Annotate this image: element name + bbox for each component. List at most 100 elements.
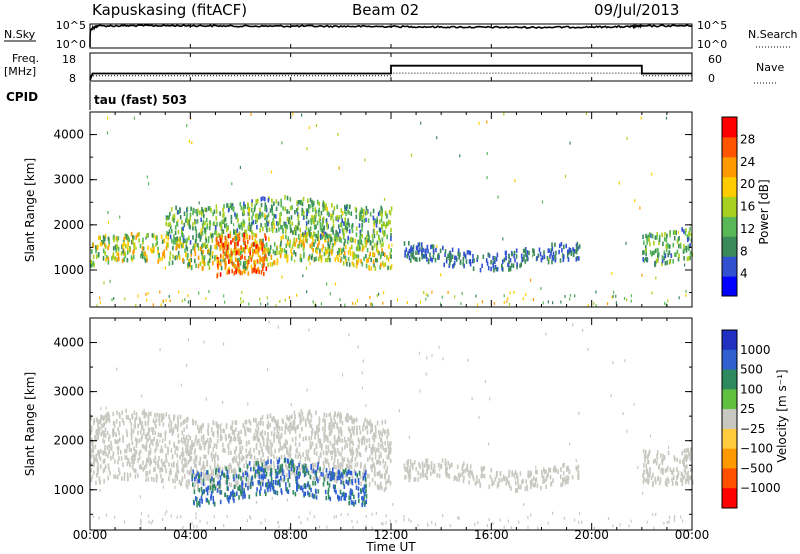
echo-cell <box>333 422 335 427</box>
echo-cell <box>174 478 176 484</box>
echo-cell <box>234 257 237 262</box>
echo-cell <box>189 452 191 457</box>
echo-cell <box>357 478 360 483</box>
echo-cell <box>387 478 390 483</box>
echo-cell <box>381 237 384 242</box>
echo-cell <box>263 244 266 249</box>
echo-cell <box>318 416 321 421</box>
echo-cell <box>241 482 243 487</box>
echo-cell <box>246 233 248 239</box>
echo-cell <box>306 238 308 244</box>
echo-cell <box>478 478 480 484</box>
echo-cell <box>389 265 392 271</box>
echo-cell <box>280 236 283 241</box>
echo-cell <box>209 474 211 479</box>
echo-cell <box>220 490 223 495</box>
echo-cell <box>374 447 376 452</box>
echo-cell <box>308 204 310 209</box>
echo-cell <box>272 220 274 225</box>
echo-cell <box>334 419 336 424</box>
echo-cell <box>163 460 166 465</box>
echo-cell <box>438 345 440 349</box>
echo-cell <box>131 415 134 420</box>
echo-cell <box>312 494 315 499</box>
echo-cell <box>220 259 222 264</box>
echo-cell <box>353 425 356 431</box>
echo-cell <box>474 522 476 526</box>
echo-cell <box>302 416 305 421</box>
echo-cell <box>191 440 193 445</box>
echo-cell <box>289 415 291 420</box>
echo-cell <box>141 421 143 426</box>
echo-cell <box>299 253 302 259</box>
echo-cell <box>107 453 109 459</box>
echo-cell <box>310 435 313 441</box>
echo-cell <box>286 239 289 244</box>
echo-cell <box>265 207 268 213</box>
echo-cell <box>220 253 222 259</box>
echo-cell <box>249 420 252 426</box>
echo-cell <box>233 436 235 442</box>
echo-cell <box>267 479 270 484</box>
echo-cell <box>197 255 200 261</box>
echo-cell <box>271 416 273 422</box>
echo-cell <box>661 258 664 264</box>
echo-cell <box>162 422 165 427</box>
echo-cell <box>683 457 685 462</box>
echo-cell <box>258 247 260 252</box>
power-colorbar-label: Power [dB] <box>757 179 771 244</box>
nsky-label: N.Sky <box>4 28 36 41</box>
echo-cell <box>392 503 394 507</box>
echo-cell <box>417 242 420 248</box>
echo-cell <box>523 254 525 259</box>
echo-cell <box>213 209 216 214</box>
echo-cell <box>668 445 670 449</box>
echo-cell <box>273 224 276 229</box>
echo-cell <box>232 250 234 255</box>
echo-cell <box>499 470 502 476</box>
echo-cell <box>318 438 320 444</box>
echo-cell <box>578 511 581 515</box>
echo-cell <box>607 302 609 306</box>
echo-cell <box>285 462 287 468</box>
echo-cell <box>148 427 151 432</box>
echo-cell <box>427 294 429 298</box>
echo-cell <box>292 241 295 246</box>
echo-cell <box>245 259 248 264</box>
echo-cell <box>321 255 323 260</box>
echo-cell <box>134 474 137 479</box>
echo-cell <box>183 222 186 228</box>
velocity-ylabel: Slant Range [km] <box>23 372 37 476</box>
echo-cell <box>445 470 447 476</box>
echo-cell <box>230 464 232 470</box>
echo-cell <box>682 475 684 480</box>
echo-cell <box>411 465 414 471</box>
echo-cell <box>126 250 129 255</box>
echo-cell <box>103 467 106 472</box>
echo-cell <box>619 523 621 527</box>
echo-cell <box>294 427 297 432</box>
echo-cell <box>650 475 653 481</box>
echo-cell <box>361 227 363 232</box>
echo-cell <box>681 451 683 456</box>
echo-cell <box>134 424 137 429</box>
echo-cell <box>256 423 258 428</box>
echo-cell <box>245 454 247 459</box>
echo-cell <box>258 463 261 469</box>
echo-cell <box>145 254 148 259</box>
echo-cell <box>390 236 392 242</box>
echo-cell <box>217 425 219 430</box>
echo-cell <box>233 498 235 503</box>
echo-cell <box>280 198 282 204</box>
echo-cell <box>328 248 331 253</box>
echo-cell <box>494 256 496 261</box>
echo-cell <box>666 260 668 265</box>
echo-cell <box>241 270 243 276</box>
echo-cell <box>210 234 213 239</box>
echo-cell <box>310 465 312 471</box>
echo-cell <box>296 425 298 430</box>
echo-cell <box>275 423 278 428</box>
echo-cell <box>187 218 189 224</box>
echo-cell <box>501 477 503 483</box>
